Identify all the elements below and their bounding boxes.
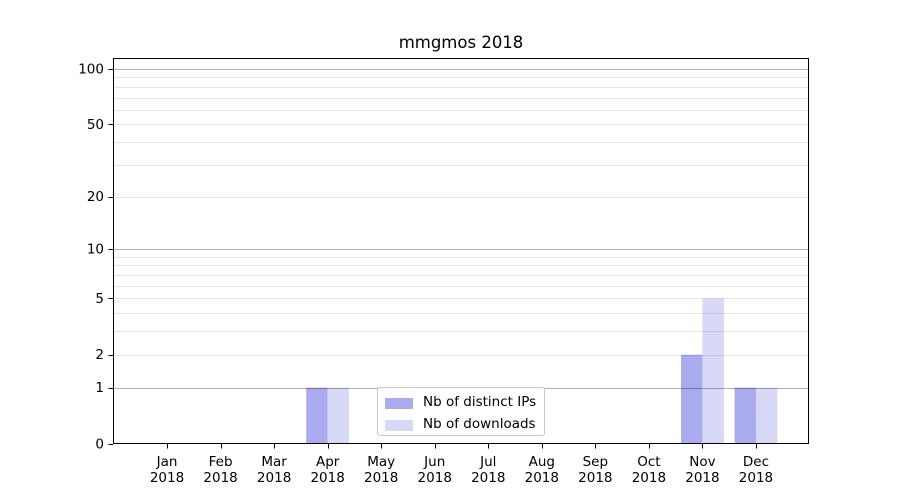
- y-tick-label-20: 20: [87, 189, 104, 205]
- y-tick-label-2: 2: [95, 347, 104, 363]
- y-tick-label-5: 5: [95, 291, 104, 307]
- x-tick-label-year-jan-2018: 2018: [150, 470, 184, 486]
- bar-dec-2018-nb-of-downloads: [755, 387, 778, 444]
- x-tick-label-month-jul-2018: Jul: [479, 454, 496, 470]
- y-tick-label-100: 100: [78, 61, 104, 77]
- x-tick-label-month-apr-2018: Apr: [316, 454, 340, 470]
- x-tick-label-month-oct-2018: Oct: [637, 454, 660, 470]
- legend: Nb of distinct IPs Nb of downloads: [377, 387, 545, 436]
- x-tick-label-year-mar-2018: 2018: [257, 470, 291, 486]
- x-tick-label-month-may-2018: May: [367, 454, 395, 470]
- x-tick-label-month-aug-2018: Aug: [529, 454, 555, 470]
- legend-label-downloads: Nb of downloads: [423, 416, 536, 433]
- y-tick-label-50: 50: [87, 117, 104, 133]
- x-tick-label-year-may-2018: 2018: [364, 470, 398, 486]
- bar-nov-2018-nb-of-distinct-ips: [681, 354, 703, 444]
- x-tick-label-month-mar-2018: Mar: [261, 454, 287, 470]
- legend-swatch-distinct-ips: [385, 397, 413, 409]
- x-tick-label-year-dec-2018: 2018: [739, 470, 773, 486]
- x-tick-label-year-sep-2018: 2018: [578, 470, 612, 486]
- bar-nov-2018-nb-of-downloads: [702, 298, 724, 444]
- x-tick-label-year-feb-2018: 2018: [203, 470, 237, 486]
- legend-item-distinct-ips: Nb of distinct IPs: [385, 392, 544, 414]
- x-tick-label-month-sep-2018: Sep: [583, 454, 608, 470]
- legend-swatch-downloads: [385, 419, 413, 431]
- legend-item-downloads: Nb of downloads: [385, 414, 544, 436]
- x-tick-label-month-feb-2018: Feb: [209, 454, 233, 470]
- x-tick-label-year-apr-2018: 2018: [310, 470, 344, 486]
- chart-title: mmgmos 2018: [398, 33, 524, 52]
- x-tick-label-year-oct-2018: 2018: [632, 470, 666, 486]
- x-tick-label-year-jul-2018: 2018: [471, 470, 505, 486]
- x-tick-label-year-jun-2018: 2018: [418, 470, 452, 486]
- x-tick-label-month-jun-2018: Jun: [423, 454, 445, 470]
- x-tick-label-year-aug-2018: 2018: [525, 470, 559, 486]
- x-tick-label-month-nov-2018: Nov: [689, 454, 715, 470]
- bar-dec-2018-nb-of-distinct-ips: [734, 387, 756, 444]
- x-tick-label-month-jan-2018: Jan: [156, 454, 178, 470]
- y-tick-label-0: 0: [95, 437, 104, 453]
- y-tick-label-10: 10: [87, 242, 104, 258]
- x-tick-label-year-nov-2018: 2018: [685, 470, 719, 486]
- plot-border: [113, 58, 809, 444]
- bar-apr-2018-nb-of-distinct-ips: [306, 387, 328, 444]
- y-tick-label-1: 1: [95, 380, 104, 396]
- x-tick-label-month-dec-2018: Dec: [743, 454, 769, 470]
- bar-apr-2018-nb-of-downloads: [327, 387, 350, 444]
- legend-label-distinct-ips: Nb of distinct IPs: [423, 394, 537, 411]
